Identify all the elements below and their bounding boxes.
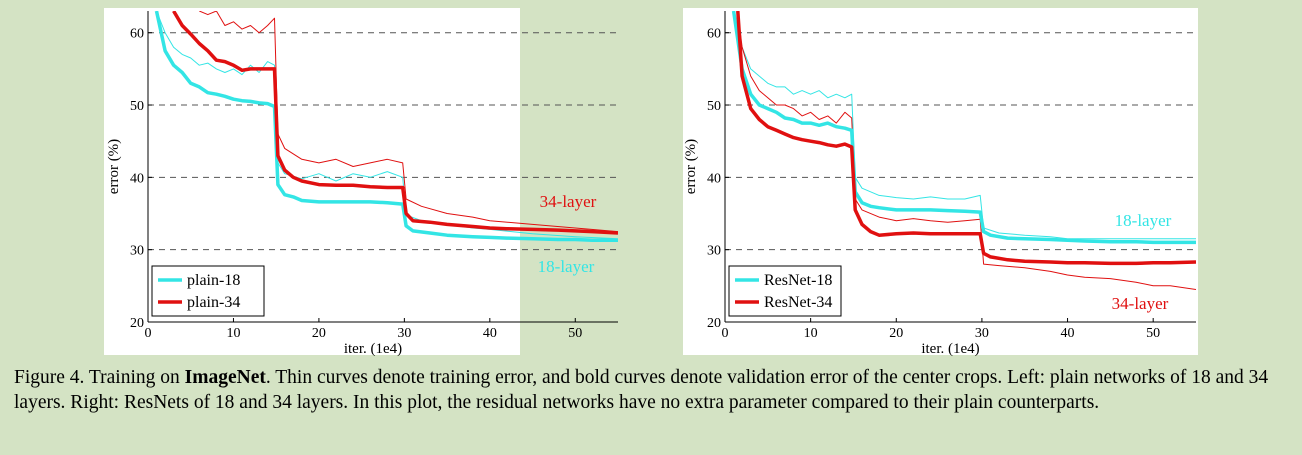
x-tick-label: 20 xyxy=(889,326,903,341)
series-line-resnet-18 xyxy=(731,11,1196,245)
chart-2: 0 10 20 30 40 50 20 30 40 50 60 iter. (1e4) error (%… xyxy=(683,8,1198,357)
series-line-resnet-34 xyxy=(736,11,1196,266)
y-tick-label: 40 xyxy=(130,171,144,186)
y-tick-label: 30 xyxy=(707,244,721,259)
x-tick-label: 0 xyxy=(722,326,729,341)
annotation-label: 18-layer xyxy=(538,257,595,276)
series-line-plain-18 xyxy=(154,11,618,243)
caption-bold: ImageNet xyxy=(184,367,266,388)
x-tick-label: 40 xyxy=(1061,326,1075,341)
y-tick-label: 50 xyxy=(707,99,721,114)
figure-charts: 0 10 20 30 40 50 20 30 40 50 60 iter. (1e4) error (%… xyxy=(104,8,1198,357)
series-line-resnet-34-train xyxy=(737,11,1196,290)
y-tick-label: 40 xyxy=(707,171,721,186)
y-tick-label: 60 xyxy=(707,27,721,42)
x-axis-label: iter. (1e4) xyxy=(921,341,979,357)
x-tick-label: 10 xyxy=(226,326,240,341)
x-tick-label: 20 xyxy=(312,326,326,341)
legend-label: plain-18 xyxy=(187,272,240,289)
y-tick-label: 20 xyxy=(707,316,721,331)
caption-lead: Figure 4. Training on xyxy=(14,367,185,388)
y-tick-label: 20 xyxy=(130,316,144,331)
series-line-plain-34 xyxy=(172,11,618,235)
annotation-label: 34-layer xyxy=(1112,294,1169,313)
annotation-label: 34-layer xyxy=(540,192,597,211)
legend-box xyxy=(728,265,842,317)
x-tick-label: 40 xyxy=(483,326,497,341)
y-axis-label: error (%) xyxy=(683,139,699,194)
annotation-label: 18-layer xyxy=(1115,211,1172,230)
x-tick-label: 30 xyxy=(397,326,411,341)
chart-1: 0 10 20 30 40 50 20 30 40 50 60 iter. (1e4) error (%… xyxy=(104,8,618,357)
y-tick-label: 30 xyxy=(130,244,144,259)
legend-label: plain-34 xyxy=(187,294,240,311)
x-tick-label: 30 xyxy=(975,326,989,341)
y-tick-label: 50 xyxy=(130,99,144,114)
x-tick-label: 10 xyxy=(804,326,818,341)
series-line-plain-34-train xyxy=(199,11,618,233)
series-line-resnet-18-train xyxy=(733,11,1196,240)
legend-label: ResNet-18 xyxy=(764,272,832,289)
figure-caption: Figure 4. Training on ImageNet. Thin cur… xyxy=(14,365,1294,415)
legend-label: ResNet-34 xyxy=(764,294,832,311)
legend-box xyxy=(151,265,265,317)
x-tick-label: 50 xyxy=(568,326,582,341)
x-axis-label: iter. (1e4) xyxy=(344,341,402,357)
x-tick-label: 50 xyxy=(1146,326,1160,341)
y-tick-label: 60 xyxy=(130,27,144,42)
x-tick-label: 0 xyxy=(145,326,152,341)
y-axis-label: error (%) xyxy=(106,139,122,194)
caption-rest: . Thin curves denote training error, and… xyxy=(14,367,1269,413)
